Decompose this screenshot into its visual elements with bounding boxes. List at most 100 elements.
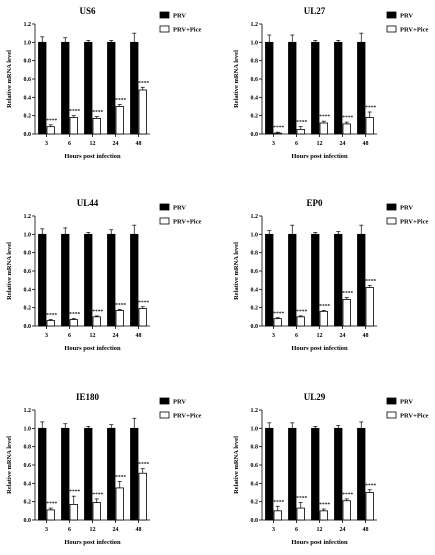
bar-prv	[61, 41, 70, 135]
bar-prv-pice	[365, 117, 374, 135]
chart-title: EP0	[306, 198, 323, 208]
significance-label: ****	[365, 483, 376, 489]
significance-label: ****	[342, 492, 353, 498]
x-tick-label: 3	[45, 527, 48, 533]
x-tick-label: 48	[363, 333, 369, 339]
significance-label: ****	[273, 125, 284, 131]
y-tick-label: 1.0	[24, 232, 32, 238]
y-tick-label: 0.4	[24, 95, 32, 101]
y-tick-label: 0.4	[251, 481, 259, 487]
y-axis-label: Relative mRNA level	[233, 242, 240, 300]
y-tick-label: 0.8	[24, 59, 32, 65]
legend-label: PRV+Pice	[173, 219, 201, 226]
y-tick-label: 0.2	[24, 306, 32, 312]
y-axis-label: Relative mRNA level	[6, 242, 13, 300]
bar-prv	[38, 41, 47, 135]
bar-prv	[265, 427, 274, 521]
significance-label: ****	[319, 303, 330, 309]
y-tick-label: 0.6	[24, 269, 32, 275]
legend-swatch-prv	[386, 203, 397, 211]
legend-swatch-prv-pice	[159, 217, 170, 225]
x-tick-label: 6	[68, 141, 71, 147]
legend-label: PRV	[173, 399, 186, 406]
chart-title: US6	[79, 6, 96, 16]
bar-prv	[288, 41, 297, 135]
y-tick-label: 0.4	[24, 287, 32, 293]
legend-swatch-prv	[159, 11, 170, 19]
significance-label: ****	[115, 98, 126, 104]
chart-panel: UL29 0.0 0.2 0.4 0.6 0.8 1.0 1.2 Relative mRNA l…	[233, 392, 428, 546]
x-axis-label: Hours post infection	[291, 539, 348, 546]
x-tick-label: 3	[45, 141, 48, 147]
x-tick-label: 3	[272, 141, 275, 147]
y-tick-label: 0.8	[24, 445, 32, 451]
x-tick-label: 48	[363, 527, 369, 533]
bar-prv	[107, 41, 116, 135]
chart-panel: UL44 0.0 0.2 0.4 0.6 0.8 1.0 1.2 Relative mRNA l…	[6, 198, 201, 352]
bar-prv	[357, 427, 366, 521]
bar-prv-pice	[115, 106, 124, 135]
y-tick-label: 1.0	[251, 40, 259, 46]
x-tick-label: 6	[295, 527, 298, 533]
chart-panel: US6 0.0 0.2 0.4 0.6 0.8 1.0 1.2 Relative mRNA le…	[6, 6, 201, 160]
bar-prv	[334, 233, 343, 327]
bar-prv-pice	[365, 287, 374, 327]
bar-prv	[84, 41, 93, 135]
significance-label: ****	[46, 501, 57, 507]
bar-prv-pice	[296, 129, 305, 135]
bar-prv-pice	[69, 319, 78, 327]
legend-swatch-prv	[159, 203, 170, 211]
y-tick-label: 1.0	[251, 232, 259, 238]
x-tick-label: 3	[272, 527, 275, 533]
significance-label: ****	[92, 110, 103, 116]
y-axis-label: Relative mRNA level	[233, 436, 240, 494]
bar-prv-pice	[138, 472, 147, 521]
y-tick-label: 0.8	[24, 251, 32, 257]
significance-label: ****	[46, 118, 57, 124]
chart-title: IE180	[76, 392, 100, 402]
y-tick-label: 0.2	[251, 306, 259, 312]
bar-prv-pice	[46, 509, 55, 521]
x-tick-label: 6	[68, 333, 71, 339]
significance-label: ****	[115, 303, 126, 309]
legend-label: PRV	[173, 205, 186, 212]
y-axis-label: Relative mRNA level	[233, 50, 240, 108]
bar-prv	[107, 427, 116, 521]
x-tick-label: 3	[45, 333, 48, 339]
bar-prv-pice	[46, 320, 55, 327]
x-tick-label: 12	[90, 333, 96, 339]
significance-label: ****	[69, 312, 80, 318]
x-tick-label: 6	[68, 527, 71, 533]
y-tick-label: 0.8	[251, 251, 259, 257]
significance-label: ****	[92, 492, 103, 498]
y-tick-label: 0.0	[251, 324, 259, 330]
y-tick-label: 0.4	[251, 95, 259, 101]
x-tick-label: 12	[90, 527, 96, 533]
bar-prv	[61, 427, 70, 521]
x-tick-label: 24	[340, 527, 346, 533]
bar-prv	[84, 233, 93, 327]
significance-label: ****	[365, 105, 376, 111]
significance-label: ****	[319, 114, 330, 120]
legend-label: PRV+Pice	[400, 413, 428, 420]
bar-prv-pice	[92, 502, 101, 521]
y-tick-label: 0.8	[251, 59, 259, 65]
bar-prv	[61, 233, 70, 327]
legend-label: PRV	[400, 205, 413, 212]
bar-prv	[311, 233, 320, 327]
bar-prv	[288, 427, 297, 521]
legend-label: PRV+Pice	[400, 27, 428, 34]
legend-swatch-prv-pice	[386, 217, 397, 225]
bar-prv	[84, 427, 93, 521]
x-tick-label: 6	[295, 333, 298, 339]
significance-label: ****	[273, 311, 284, 317]
y-tick-label: 1.0	[24, 40, 32, 46]
x-tick-label: 12	[317, 141, 323, 147]
bar-prv	[288, 233, 297, 327]
legend-label: PRV	[400, 399, 413, 406]
x-tick-label: 24	[113, 527, 119, 533]
x-tick-label: 24	[113, 333, 119, 339]
x-tick-label: 24	[113, 141, 119, 147]
significance-label: ****	[46, 313, 57, 319]
